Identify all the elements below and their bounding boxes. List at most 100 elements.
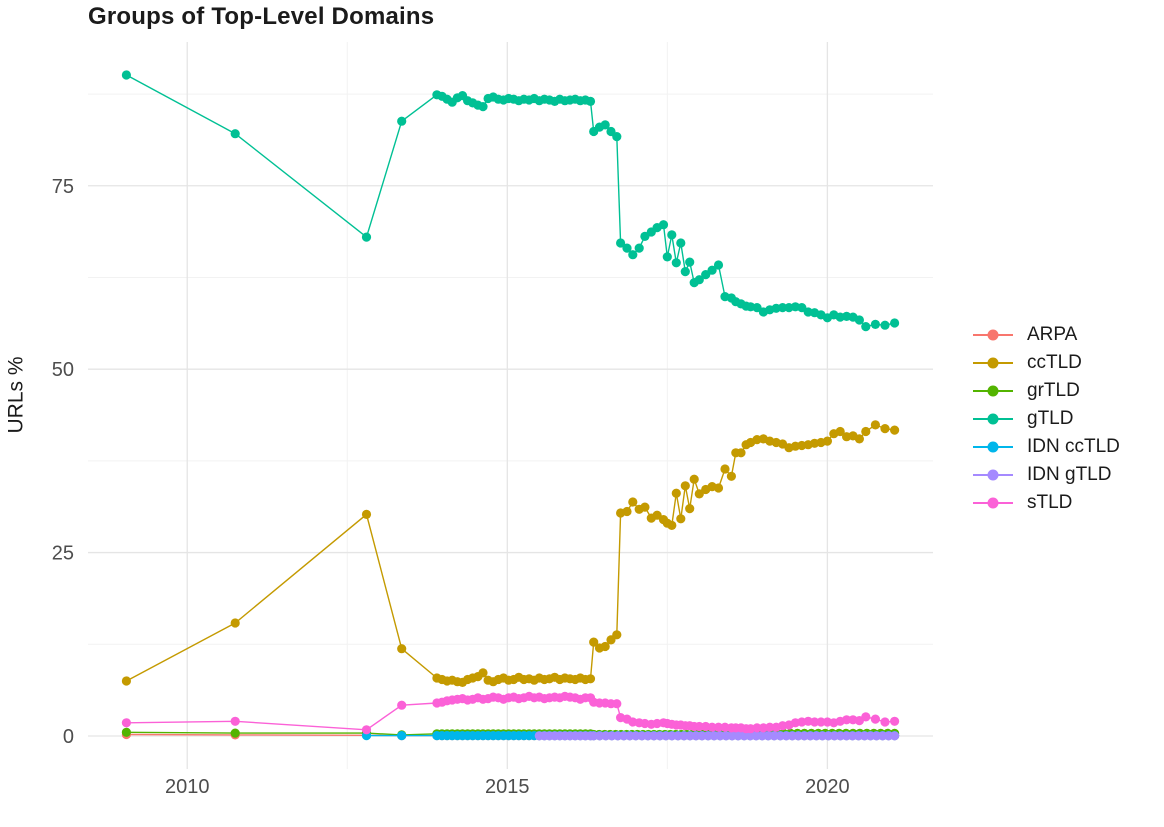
series-gtld [121, 70, 900, 332]
data-point-gtld [640, 231, 650, 241]
data-point-cctld [835, 426, 845, 437]
legend-key-icon [973, 385, 1013, 397]
data-point-cctld [854, 434, 865, 444]
data-point-gtld [585, 96, 596, 106]
data-point-gtld [667, 230, 677, 240]
data-point-cctld [736, 448, 746, 458]
data-point-cctld [589, 637, 599, 647]
y-tick-label: 50 [52, 359, 74, 381]
x-tick-label: 2015 [485, 776, 530, 798]
data-point-cctld [870, 420, 881, 430]
legend-key-icon [973, 357, 1013, 369]
data-point-stld [612, 699, 622, 709]
data-point-gtld [701, 270, 711, 280]
data-point-cctld [713, 483, 724, 493]
data-point-gtld [671, 258, 681, 268]
data-point-cctld [671, 488, 681, 498]
legend-label: ccTLD [1027, 352, 1082, 373]
data-point-stld [361, 725, 372, 735]
data-point-stld [880, 717, 890, 727]
data-point-cctld [230, 618, 240, 628]
data-point-gtld [121, 70, 131, 80]
series-stld [121, 691, 900, 735]
data-point-cctld [694, 489, 704, 499]
legend-label: sTLD [1027, 492, 1073, 513]
data-point-cctld [667, 520, 677, 531]
data-point-gtld [612, 132, 622, 142]
data-point-gtld [397, 116, 407, 126]
data-point-gtld [861, 322, 871, 332]
data-point-stld [230, 716, 240, 726]
data-point-gtld [854, 315, 865, 325]
y-tick-label: 75 [52, 176, 74, 198]
data-point-idn-cctld [397, 731, 407, 741]
data-point-gtld [707, 265, 717, 275]
series-line-cctld [126, 424, 895, 684]
data-point-cctld [726, 471, 737, 481]
data-point-cctld [822, 436, 833, 446]
data-point-cctld [689, 474, 699, 484]
data-point-grtld [230, 728, 240, 738]
legend-label: IDN ccTLD [1027, 436, 1120, 457]
data-point-gtld [634, 243, 644, 253]
data-point-gtld [676, 238, 686, 248]
data-point-stld [890, 716, 900, 726]
legend: ARPA ccTLD grTLD gTLD IDN ccTLD IDN gTLD sTLD [970, 321, 1120, 517]
legend-label: ARPA [1027, 324, 1078, 345]
series-idn-gtld [534, 731, 900, 741]
data-point-gtld [361, 232, 372, 242]
data-point-gtld [890, 318, 900, 328]
data-point-cctld [397, 644, 407, 654]
data-point-gtld [752, 303, 762, 313]
data-point-gtld [662, 252, 672, 262]
legend-key-icon [973, 497, 1013, 509]
legend-label: grTLD [1027, 380, 1080, 401]
legend-label: IDN gTLD [1027, 464, 1112, 485]
data-point-gtld [713, 260, 724, 270]
legend-item-arpa: ARPA [970, 321, 1120, 349]
data-point-gtld [600, 120, 610, 130]
legend-item-idn-cctld: IDN ccTLD [970, 433, 1120, 461]
data-point-stld [842, 715, 852, 725]
data-point-stld [713, 722, 724, 732]
data-point-gtld [870, 319, 881, 329]
legend-label: gTLD [1027, 408, 1074, 429]
data-point-cctld [612, 630, 622, 640]
chart-title: Groups of Top-Level Domains [88, 3, 435, 30]
legend-key-icon [973, 329, 1013, 341]
data-point-stld [707, 722, 717, 732]
data-point-idn-gtld [890, 731, 900, 741]
data-point-cctld [890, 425, 900, 435]
y-tick-label: 0 [63, 726, 74, 748]
data-point-cctld [478, 668, 488, 678]
legend-item-stld: sTLD [970, 489, 1120, 517]
legend-item-grtld: grTLD [970, 377, 1120, 405]
data-point-gtld [658, 220, 669, 230]
data-point-gtld [694, 275, 704, 285]
data-point-cctld [720, 464, 730, 474]
data-point-cctld [600, 641, 610, 652]
legend-item-cctld: ccTLD [970, 349, 1120, 377]
legend-item-gtld: gTLD [970, 405, 1120, 433]
data-point-cctld [640, 502, 650, 512]
data-point-stld [397, 700, 407, 710]
data-point-stld [694, 721, 704, 732]
x-tick-label: 2020 [805, 776, 850, 798]
data-point-cctld [685, 504, 695, 514]
data-point-gtld [685, 257, 695, 267]
data-point-gtld [628, 250, 638, 260]
data-point-stld [765, 722, 775, 732]
series-line-gtld [126, 74, 895, 328]
data-point-cctld [861, 426, 871, 437]
y-axis-title-wrap: URLs % [0, 0, 34, 790]
data-point-stld [752, 723, 762, 733]
series-cctld [121, 420, 900, 688]
data-point-cctld [880, 424, 890, 434]
legend-key-icon [973, 441, 1013, 453]
data-point-stld [861, 712, 871, 722]
data-point-gtld [680, 267, 690, 277]
data-point-cctld [680, 481, 690, 491]
data-point-grtld [121, 727, 131, 737]
y-tick-label: 25 [52, 543, 74, 565]
